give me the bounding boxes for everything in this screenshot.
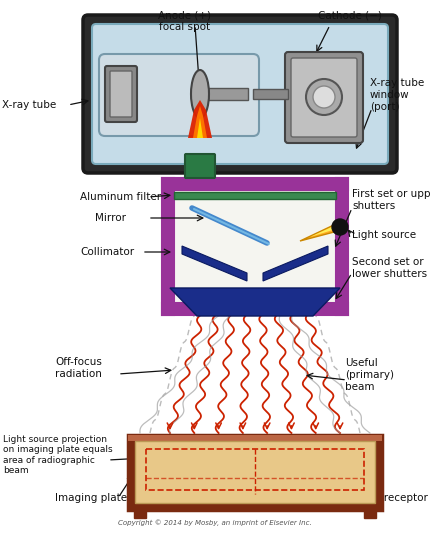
Bar [162,178,174,315]
Text: First set or upper
shutters: First set or upper shutters [352,189,430,211]
Text: Light source: Light source [352,230,416,240]
Text: Image receptor: Image receptor [348,493,428,503]
Bar [162,303,348,315]
Ellipse shape [191,70,209,118]
FancyBboxPatch shape [291,58,357,137]
Bar [146,449,364,490]
Text: Copyright © 2014 by Mosby, an imprint of Elsevier Inc.: Copyright © 2014 by Mosby, an imprint of… [118,519,312,526]
Polygon shape [263,246,328,281]
Bar [134,510,146,518]
Text: Anode (+)
focal spot: Anode (+) focal spot [159,10,212,32]
FancyBboxPatch shape [185,154,215,178]
Polygon shape [182,246,247,281]
Polygon shape [197,118,203,138]
Circle shape [306,79,342,115]
FancyBboxPatch shape [105,66,137,122]
Polygon shape [310,225,336,237]
Polygon shape [188,100,212,138]
Polygon shape [300,223,338,241]
Bar [128,435,382,441]
Text: Second set or
lower shutters: Second set or lower shutters [352,257,427,279]
FancyBboxPatch shape [285,52,363,143]
Circle shape [313,86,335,108]
Text: Aluminum filter: Aluminum filter [80,192,161,202]
Bar [336,178,348,315]
Text: Off-focus
radiation: Off-focus radiation [55,357,102,379]
Bar [174,190,336,303]
Bar [174,192,336,199]
FancyBboxPatch shape [83,15,397,173]
Polygon shape [193,106,207,138]
Text: Light source projection
on imaging plate equals
area of radiographic
beam: Light source projection on imaging plate… [3,435,113,475]
Text: X-ray tube: X-ray tube [2,100,56,110]
Bar [128,435,382,510]
Text: Mirror: Mirror [95,213,126,223]
Bar [162,178,348,190]
FancyBboxPatch shape [110,71,132,117]
FancyBboxPatch shape [99,54,259,136]
Bar [135,441,375,503]
Text: Collimator: Collimator [80,247,134,257]
Text: Useful
(primary)
beam: Useful (primary) beam [345,358,394,392]
Text: Cathode (−): Cathode (−) [318,10,382,20]
FancyBboxPatch shape [92,24,388,164]
Bar [200,88,248,100]
Circle shape [332,219,348,235]
Text: Imaging plate: Imaging plate [55,493,127,503]
Text: X-ray tube
window
(port): X-ray tube window (port) [370,79,424,112]
Polygon shape [170,288,340,316]
Bar [253,89,288,99]
Bar [364,510,376,518]
